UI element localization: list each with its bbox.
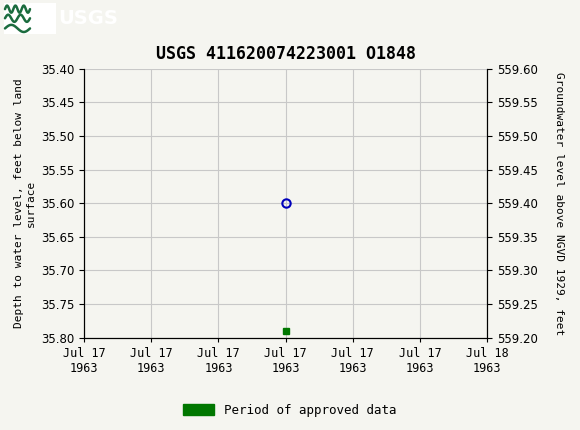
Bar [4,3,56,34]
Legend: Period of approved data: Period of approved data [178,399,402,421]
Text: USGS: USGS [58,9,118,28]
Y-axis label: Depth to water level, feet below land
surface: Depth to water level, feet below land su… [14,78,35,328]
Title: USGS 411620074223001 O1848: USGS 411620074223001 O1848 [155,45,416,63]
Y-axis label: Groundwater level above NGVD 1929, feet: Groundwater level above NGVD 1929, feet [554,71,564,335]
